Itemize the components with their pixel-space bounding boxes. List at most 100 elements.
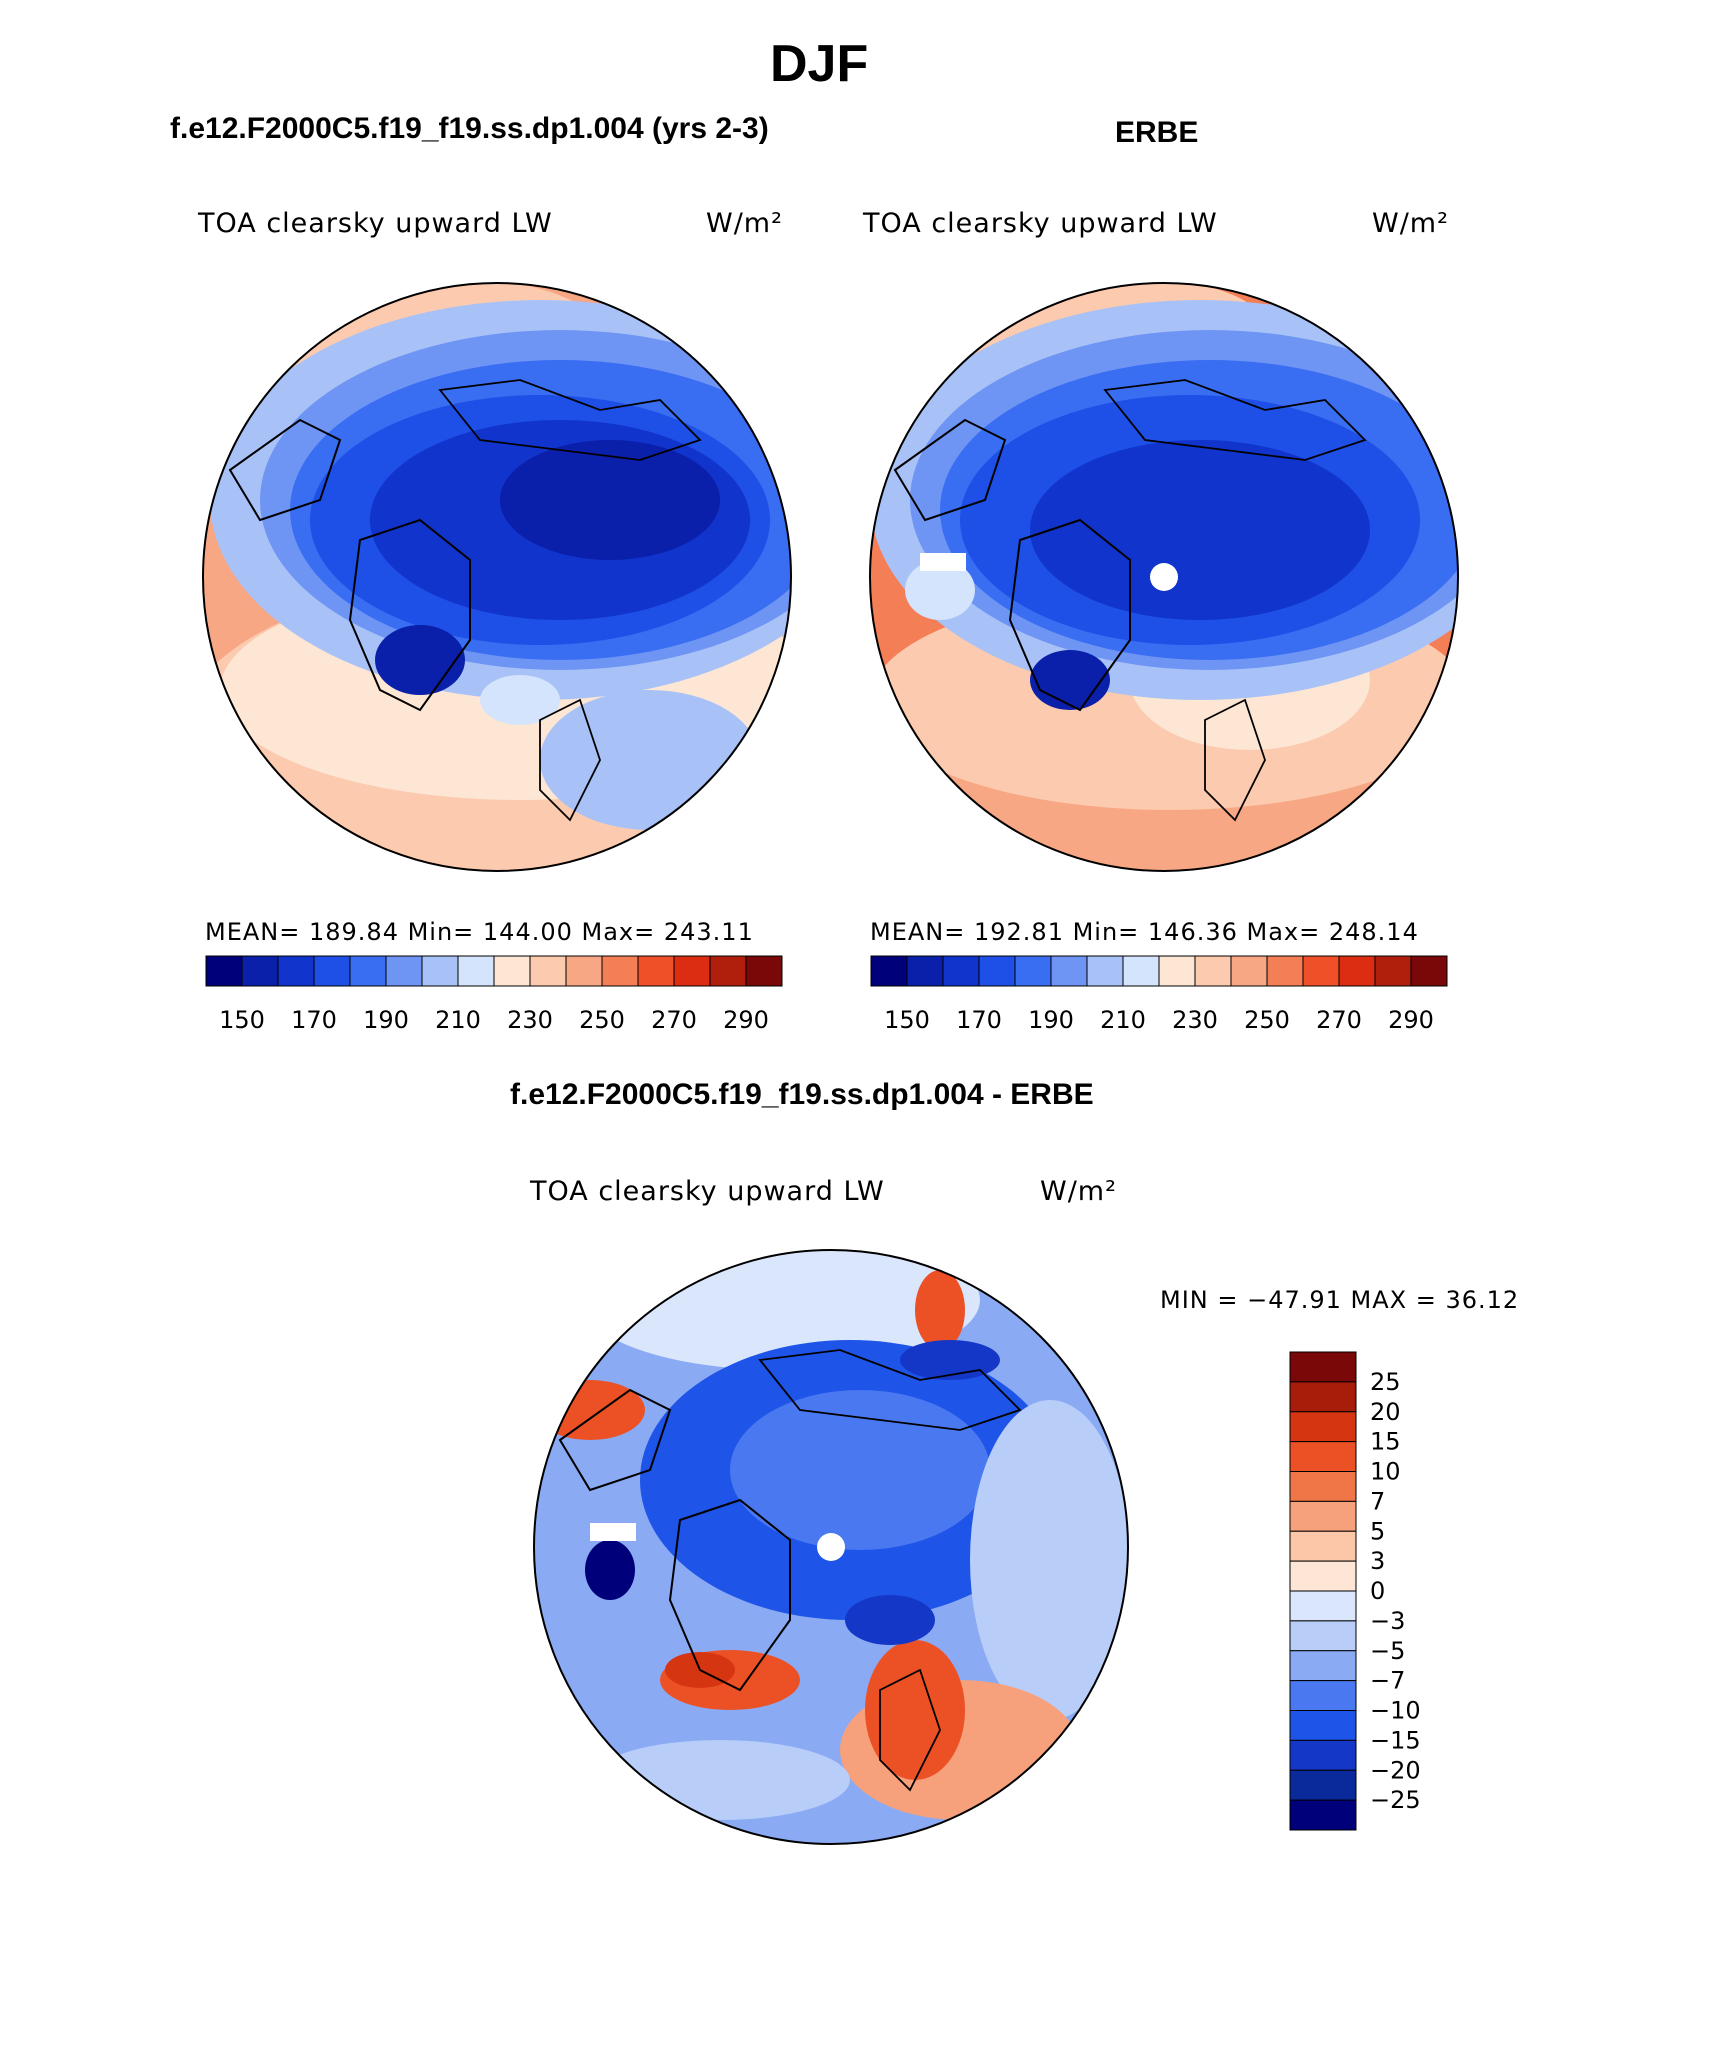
- panel-2-colorbar-swatch-8: [1158, 955, 1196, 987]
- panel-2-colorbar-swatch-3: [978, 955, 1016, 987]
- panel-1-colorbar-tick-label-2: 190: [363, 1006, 409, 1034]
- panel-3-colorbar-tick-label-0: 25: [1370, 1368, 1401, 1396]
- panel-2-missing-data: [920, 553, 966, 571]
- panel-2-alaska-coast: [893, 418, 1007, 522]
- panel-1-colorbar-swatch-2: [277, 955, 315, 987]
- panel-2-colorbar-swatch-11: [1266, 955, 1304, 987]
- panel-1-colorbar-swatch-1: [241, 955, 279, 987]
- panel-3-field-label: TOA clearsky upward LW: [530, 1176, 885, 1207]
- panel-2-siberia-coast: [1103, 379, 1367, 461]
- panel-3-colorbar-swatch-12: [1289, 1710, 1357, 1741]
- panel-3-siberia-coast: [758, 1349, 1022, 1431]
- panel-2-colorbar-swatch-10: [1230, 955, 1268, 987]
- panel-1-colorbar: 150 170 190 210 230 250 270 290: [205, 955, 783, 1034]
- panel-1-colorbar-tick-label-3: 210: [435, 1006, 481, 1034]
- panel-2-colorbar-swatch-5: [1050, 955, 1088, 987]
- panel-2-greenland-min: [1030, 650, 1110, 710]
- panel-2-pole-hole: [1150, 563, 1178, 591]
- panel-1-scandinavia-coast: [539, 698, 601, 822]
- panel-2-map-border: [869, 282, 1459, 872]
- panel-1-colorbar-swatch-5: [385, 955, 423, 987]
- panel-3-colorbar-tick-label-12: −15: [1370, 1726, 1421, 1754]
- panel-3-stats: MIN = −47.91 MAX = 36.12: [1160, 1286, 1520, 1314]
- panel-3-colorbar-tick-label-1: 20: [1370, 1398, 1401, 1426]
- panel-1-colorbar-swatch-3: [313, 955, 351, 987]
- panel-2-colorbar-tick-label-6: 270: [1316, 1006, 1362, 1034]
- panel-2-colorbar-swatch-6: [1086, 955, 1124, 987]
- panel-1-colorbar-tick-label-4: 230: [507, 1006, 553, 1034]
- panel-1-colorbar-swatch-6: [421, 955, 459, 987]
- panel-3-pole-hole: [817, 1533, 845, 1561]
- panel-2-greenland-coast: [1008, 518, 1131, 712]
- panel-2-arctic-core: [1030, 440, 1370, 620]
- panel-3-colorbar-swatch-4: [1289, 1471, 1357, 1502]
- panel-3-colorbar-swatch-14: [1289, 1769, 1357, 1801]
- panel-1-colorbar-swatch-15: [745, 955, 783, 987]
- panel-3-colorbar-swatch-8: [1289, 1590, 1357, 1622]
- panel-2-colorbar-swatch-0: [870, 955, 908, 987]
- panel-1-greenland-min: [375, 625, 465, 695]
- panel-3-colorbar-swatch-15: [1289, 1799, 1357, 1831]
- panel-1-colorbar-swatch-8: [493, 955, 531, 987]
- panel-2-stats: MEAN= 192.81 Min= 146.36 Max= 248.14: [870, 918, 1419, 946]
- panel-2-colorbar-tick-label-5: 250: [1244, 1006, 1290, 1034]
- panel-1-colorbar-swatch-9: [529, 955, 567, 987]
- panel-1-colorbar-tick-label-5: 250: [579, 1006, 625, 1034]
- panel-1-title: f.e12.F2000C5.f19_f19.ss.dp1.004 (yrs 2-…: [170, 112, 769, 145]
- panel-2-colorbar-swatch-2: [942, 955, 980, 987]
- panel-3-missing-data: [590, 1523, 636, 1541]
- panel-3-colorbar-swatch-9: [1289, 1620, 1357, 1652]
- panel-2-colorbar-swatch-14: [1374, 955, 1412, 987]
- panel-3-units-label: W/m²: [1040, 1176, 1117, 1207]
- panel-2-colorbar-swatch-1: [906, 955, 944, 987]
- panel-3-colorbar-swatch-7: [1289, 1560, 1357, 1592]
- panel-3-colorbar-tick-label-2: 15: [1370, 1428, 1401, 1456]
- panel-3-colorbar-swatch-5: [1289, 1500, 1357, 1532]
- panel-1-greenland-coast: [348, 518, 471, 712]
- panel-2-title: ERBE: [1115, 116, 1199, 149]
- panel-1-field-label: TOA clearsky upward LW: [198, 208, 553, 239]
- panel-3-colorbar-tick-label-6: 3: [1370, 1547, 1385, 1575]
- panel-2-colorbar-tick-label-0: 150: [884, 1006, 930, 1034]
- panel-2-colorbar-swatch-7: [1122, 955, 1160, 987]
- panel-1-alaska-coast: [228, 418, 342, 522]
- panel-2-colorbar-swatch-12: [1302, 955, 1340, 987]
- panel-2-field-label: TOA clearsky upward LW: [863, 208, 1218, 239]
- panel-3-colorbar-swatch-10: [1289, 1650, 1357, 1682]
- panel-3-colorbar-tick-label-10: −7: [1370, 1667, 1405, 1695]
- panel-3-colorbar-tick-label-5: 5: [1370, 1517, 1385, 1545]
- panel-2-units-label: W/m²: [1372, 208, 1449, 239]
- panel-2-colorbar: 150 170 190 210 230 250 270 290: [870, 955, 1448, 1034]
- panel-3-scandinavia-coast: [879, 1668, 941, 1792]
- panel-3-colorbar-swatch-11: [1289, 1680, 1357, 1711]
- panel-2-scandinavia-coast: [1204, 698, 1266, 822]
- panel-2-colorbar-tick-label-3: 210: [1100, 1006, 1146, 1034]
- panel-3-greenland-coast: [668, 1498, 791, 1692]
- panel-1-colorbar-swatch-14: [709, 955, 747, 987]
- panel-2-colorbar-swatch-9: [1194, 955, 1232, 987]
- panel-3-alaska-coast: [558, 1388, 672, 1492]
- panel-3-colorbar-tick-label-11: −10: [1370, 1697, 1421, 1725]
- panel-1-colorbar-tick-label-1: 170: [291, 1006, 337, 1034]
- panel-3-colorbar-swatch-6: [1289, 1530, 1357, 1562]
- panel-1-units-label: W/m²: [706, 208, 783, 239]
- panel-2-colorbar-tick-label-2: 190: [1028, 1006, 1074, 1034]
- panel-3-colorbar-swatch-0: [1289, 1351, 1357, 1383]
- panel-3-map-border: [533, 1249, 1129, 1845]
- panel-3-title: f.e12.F2000C5.f19_f19.ss.dp1.004 - ERBE: [510, 1078, 1094, 1111]
- panel-1-colorbar-swatch-7: [457, 955, 495, 987]
- panel-1-map-border: [202, 282, 792, 872]
- panel-3-colorbar-tick-label-4: 7: [1370, 1487, 1385, 1515]
- panel-2-colorbar-swatch-4: [1014, 955, 1052, 987]
- panel-1-colorbar-swatch-11: [601, 955, 639, 987]
- panel-1-colorbar-swatch-12: [637, 955, 675, 987]
- panel-3-colorbar-swatch-13: [1289, 1739, 1357, 1771]
- panel-3-colorbar-tick-label-3: 10: [1370, 1458, 1401, 1486]
- panel-2-map: [870, 283, 1458, 871]
- panel-3-colorbar-tick-label-9: −5: [1370, 1637, 1405, 1665]
- panel-3-alaska-cold: [585, 1540, 635, 1600]
- panel-1-stats: MEAN= 189.84 Min= 144.00 Max= 243.11: [205, 918, 754, 946]
- panel-3-map: [534, 1250, 1128, 1844]
- panel-2-colorbar-tick-label-4: 230: [1172, 1006, 1218, 1034]
- page-title: DJF: [770, 35, 869, 93]
